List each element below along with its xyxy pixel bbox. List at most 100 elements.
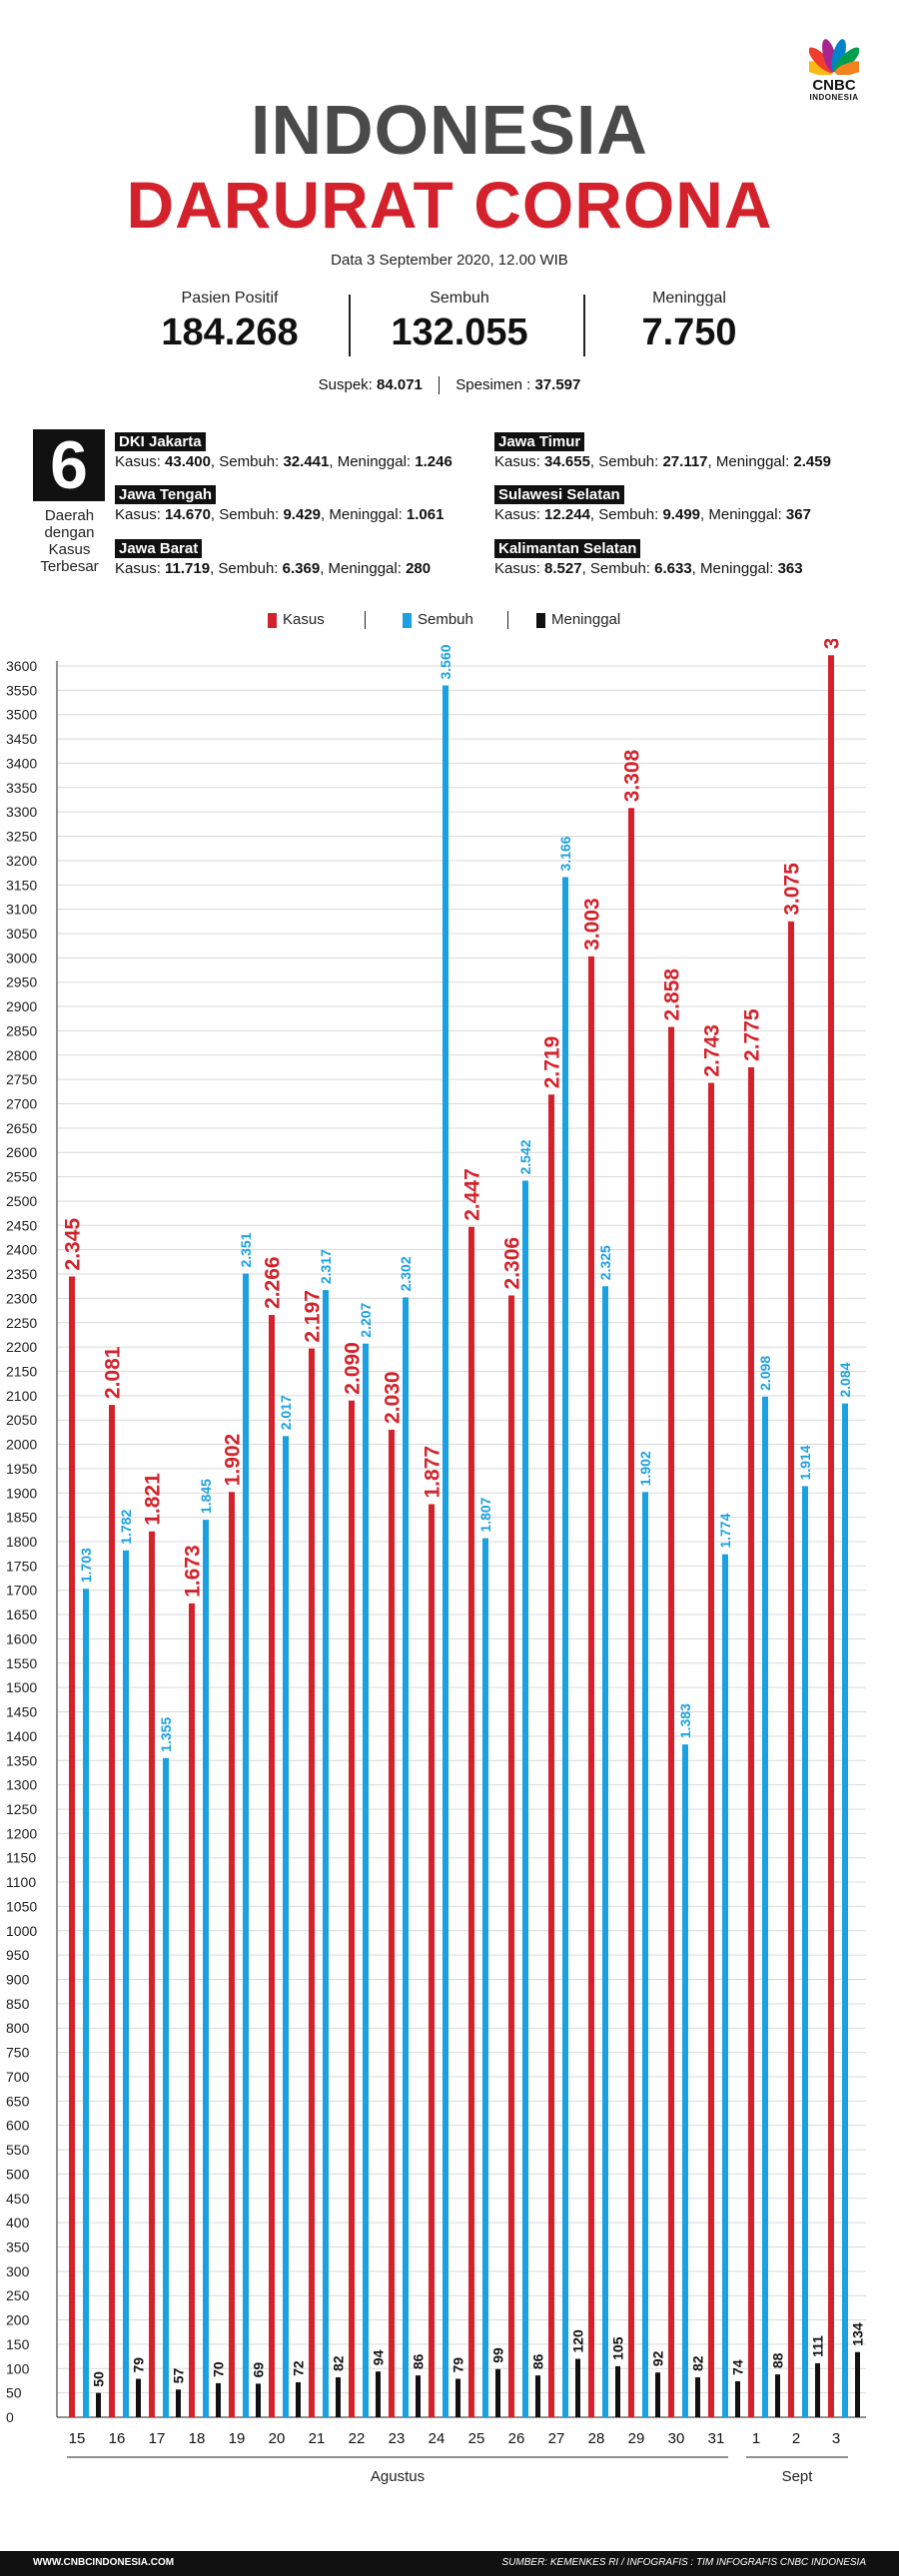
y-tick-label: 700 bbox=[6, 2069, 30, 2085]
y-tick-label: 3300 bbox=[6, 804, 37, 820]
caption-line: dengan bbox=[44, 524, 95, 541]
bar-sembuh bbox=[762, 1396, 768, 2417]
bar-sembuh bbox=[243, 1273, 249, 2417]
bar-kasus bbox=[389, 1429, 395, 2417]
suspek-value: 84.071 bbox=[377, 376, 423, 393]
y-tick-label: 1250 bbox=[6, 1801, 37, 1817]
y-tick-label: 1650 bbox=[6, 1607, 37, 1622]
y-tick-label: 400 bbox=[6, 2215, 30, 2231]
bar-sembuh bbox=[323, 1290, 329, 2417]
data-label-meninggal: 88 bbox=[770, 2352, 786, 2368]
data-label-kasus: 2.719 bbox=[541, 1036, 564, 1089]
data-label-sembuh: 1.807 bbox=[477, 1497, 493, 1532]
data-label-meninggal: 70 bbox=[211, 2361, 227, 2377]
y-tick-label: 2300 bbox=[6, 1290, 37, 1306]
cases-bar-chart: 0501001502002503003504004505005506006507… bbox=[6, 639, 866, 2485]
bar-kasus bbox=[508, 1295, 514, 2417]
legend-kasus-label: Kasus bbox=[283, 611, 325, 628]
footer-bar: WWW.CNBCINDONESIA.COM SUMBER: KEMENKES R… bbox=[0, 2551, 899, 2576]
bar-kasus bbox=[309, 1348, 315, 2417]
x-tick-label: 31 bbox=[708, 2430, 725, 2447]
y-tick-label: 2550 bbox=[6, 1169, 37, 1185]
y-tick-label: 2150 bbox=[6, 1363, 37, 1379]
y-tick-label: 2800 bbox=[6, 1047, 37, 1063]
y-tick-label: 450 bbox=[6, 2191, 30, 2207]
x-tick-label: 3 bbox=[832, 2430, 840, 2447]
data-label-kasus: 2.775 bbox=[741, 1008, 764, 1061]
y-tick-label: 3250 bbox=[6, 829, 37, 845]
y-tick-label: 3050 bbox=[6, 926, 37, 942]
y-tick-label: 1850 bbox=[6, 1510, 37, 1526]
suspek-divider bbox=[439, 376, 441, 395]
bar-meninggal bbox=[455, 2378, 460, 2417]
bar-meninggal bbox=[655, 2372, 660, 2417]
x-tick-label: 30 bbox=[668, 2430, 685, 2447]
bar-meninggal bbox=[176, 2389, 181, 2417]
y-tick-label: 3000 bbox=[6, 950, 37, 966]
stat-positif-value: 184.268 bbox=[161, 312, 299, 353]
data-label-kasus: 2.447 bbox=[461, 1168, 484, 1221]
logo-wordmark: CNBC bbox=[812, 77, 856, 94]
y-tick-label: 2100 bbox=[6, 1388, 37, 1404]
x-tick-label: 25 bbox=[468, 2430, 485, 2447]
suspek-line: Suspek: 84.071 Spesimen : 37.597 bbox=[0, 376, 899, 395]
bar-meninggal bbox=[296, 2381, 301, 2417]
y-tick-label: 3350 bbox=[6, 780, 37, 796]
y-tick-label: 1600 bbox=[6, 1630, 37, 1646]
stat-meninggal-label: Meninggal bbox=[652, 290, 726, 307]
data-label-kasus: 2.090 bbox=[342, 1342, 365, 1395]
data-label-meninggal: 120 bbox=[570, 2329, 586, 2353]
y-tick-label: 3500 bbox=[6, 707, 37, 723]
y-tick-label: 2700 bbox=[6, 1096, 37, 1112]
data-label-kasus: 1.673 bbox=[182, 1545, 205, 1598]
y-tick-label: 2600 bbox=[6, 1144, 37, 1160]
data-label-meninggal: 82 bbox=[690, 2355, 706, 2371]
y-tick-label: 1900 bbox=[6, 1485, 37, 1501]
stat-meninggal: Meninggal 7.750 bbox=[579, 290, 799, 354]
bar-meninggal bbox=[376, 2371, 381, 2417]
legend-kasus: Kasus bbox=[268, 611, 325, 628]
footer-source: SUMBER: KEMENKES RI / INFOGRAFIS : TIM I… bbox=[501, 2557, 866, 2568]
peacock-feather bbox=[809, 61, 834, 75]
title-line-1: INDONESIA bbox=[251, 91, 648, 169]
y-tick-label: 900 bbox=[6, 1972, 30, 1988]
y-tick-label: 750 bbox=[6, 2045, 30, 2061]
data-label-kasus: 2.030 bbox=[382, 1371, 405, 1424]
legend-meninggal-swatch bbox=[536, 612, 545, 628]
cnbc-logo: CNBC INDONESIA bbox=[794, 35, 874, 105]
data-label-meninggal: 99 bbox=[490, 2347, 506, 2363]
legend-meninggal: Meninggal bbox=[536, 611, 620, 628]
region-item: Kalimantan Selatan Kasus: 8.527, Sembuh: … bbox=[494, 539, 894, 577]
stat-sembuh-label: Sembuh bbox=[430, 290, 489, 307]
y-tick-label: 1000 bbox=[6, 1923, 37, 1939]
title-line-2: DARURAT CORONA bbox=[126, 168, 773, 242]
y-tick-label: 1100 bbox=[6, 1874, 36, 1890]
y-tick-label: 3400 bbox=[6, 755, 37, 771]
y-tick-label: 1550 bbox=[6, 1655, 37, 1671]
region-name: DKI Jakarta bbox=[115, 432, 206, 451]
y-tick-label: 2200 bbox=[6, 1339, 37, 1355]
stat-divider bbox=[349, 295, 351, 356]
y-tick-label: 800 bbox=[6, 2020, 30, 2036]
data-label-kasus: 3.003 bbox=[581, 898, 604, 951]
data-label-sembuh: 2.207 bbox=[358, 1302, 374, 1337]
data-label-meninggal: 92 bbox=[650, 2350, 666, 2366]
data-label-meninggal: 94 bbox=[371, 2349, 387, 2365]
region-item: Jawa Barat Kasus: 11.719, Sembuh: 6.369, … bbox=[115, 539, 514, 577]
peacock-logo-icon bbox=[809, 39, 859, 75]
spesimen-label: Spesimen : bbox=[455, 376, 531, 393]
region-name: Sulawesi Selatan bbox=[494, 485, 624, 504]
data-label-sembuh: 1.782 bbox=[118, 1510, 134, 1545]
bar-sembuh bbox=[123, 1550, 129, 2417]
bar-kasus bbox=[548, 1094, 554, 2417]
month-label: Agustus bbox=[371, 2468, 425, 2485]
y-tick-label: 2400 bbox=[6, 1242, 37, 1258]
data-label-meninggal: 57 bbox=[171, 2367, 187, 2383]
y-tick-label: 2850 bbox=[6, 1022, 37, 1038]
data-label-sembuh: 2.325 bbox=[597, 1245, 613, 1280]
y-tick-label: 2950 bbox=[6, 974, 37, 990]
x-tick-label: 18 bbox=[189, 2430, 206, 2447]
caption-line: Kasus bbox=[48, 541, 91, 558]
data-label-sembuh: 2.302 bbox=[398, 1256, 414, 1291]
stat-positif-label: Pasien Positif bbox=[181, 290, 279, 307]
